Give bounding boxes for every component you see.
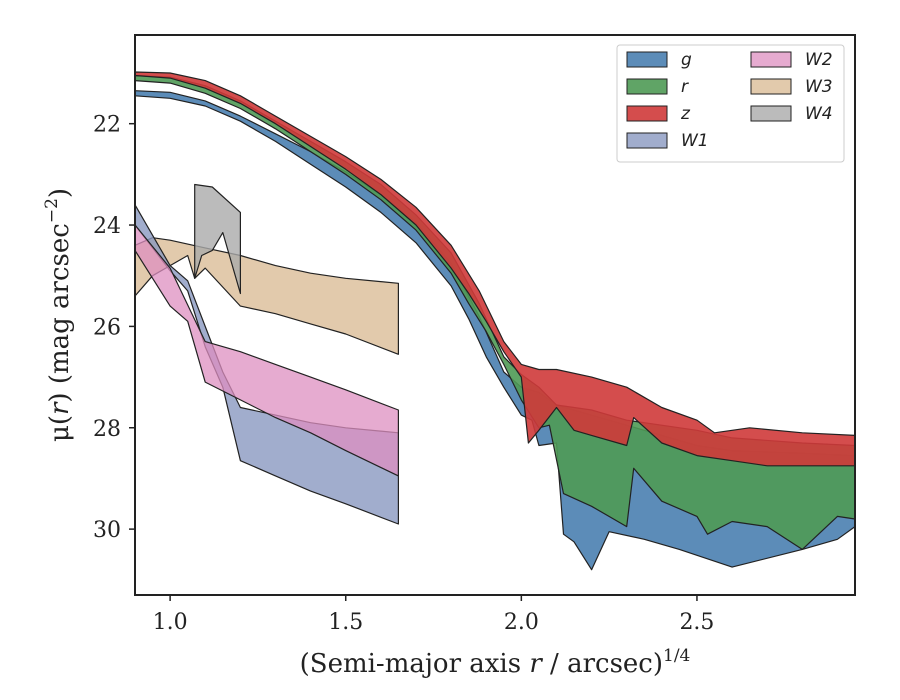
legend: grz W1 W2 W3 W4 xyxy=(616,44,845,163)
x-tick-label: 1.5 xyxy=(328,610,363,635)
legend-swatch-w4 xyxy=(750,105,792,122)
series-band-z xyxy=(134,71,856,467)
series-band-w4 xyxy=(194,183,241,295)
legend-label-w1: W1 xyxy=(681,131,709,151)
legend-swatch-r xyxy=(626,78,668,95)
legend-swatch-w2 xyxy=(750,51,792,68)
legend-swatch-z xyxy=(626,105,668,122)
y-axis-title-mid: ) (mag arcsec xyxy=(45,223,75,402)
legend-label-w3: W3 xyxy=(805,77,833,97)
y-tick-label: 30 xyxy=(93,518,121,543)
y-axis-title-main: μ( xyxy=(45,415,75,442)
x-axis-title: (Semi-major axis r / arcsec)1/4 xyxy=(300,646,691,679)
legend-swatch-g xyxy=(626,51,668,68)
series-band-w3 xyxy=(134,237,399,355)
x-tick-label: 2.5 xyxy=(679,610,714,635)
x-axis-title-var: r xyxy=(529,649,543,679)
series-areas xyxy=(134,71,856,571)
x-tick-label: 2.0 xyxy=(504,610,539,635)
legend-label-g: g xyxy=(681,50,692,70)
y-tick-label: 26 xyxy=(93,315,121,340)
x-axis-title-tail: / arcsec) xyxy=(542,649,663,679)
legend-swatch-w1 xyxy=(626,132,668,149)
y-axis-title: μ(r) (mag arcsec−2) xyxy=(42,188,75,442)
legend-label-z: z xyxy=(680,104,691,124)
x-axis-ticks: 1.0 1.5 2.0 2.5 xyxy=(153,595,714,635)
y-axis-title-end: ) xyxy=(45,188,75,198)
x-axis-title-sup: 1/4 xyxy=(663,646,690,666)
legend-label-r: r xyxy=(681,77,689,97)
series-band-w2 xyxy=(134,224,399,477)
x-axis-title-main: (Semi-major axis xyxy=(300,649,530,679)
legend-box xyxy=(616,44,845,163)
y-axis-title-sup: −2 xyxy=(42,198,62,223)
plot-frame xyxy=(134,34,856,596)
x-tick-label: 1.0 xyxy=(153,610,188,635)
legend-swatch-w3 xyxy=(750,78,792,95)
y-axis-ticks: 22 24 26 28 30 xyxy=(93,113,135,543)
y-tick-label: 22 xyxy=(93,113,121,138)
y-axis-title-var: r xyxy=(45,401,75,415)
legend-label-w4: W4 xyxy=(805,104,833,124)
y-tick-label: 28 xyxy=(93,417,121,442)
y-tick-label: 24 xyxy=(93,214,121,239)
legend-label-w2: W2 xyxy=(805,50,833,70)
